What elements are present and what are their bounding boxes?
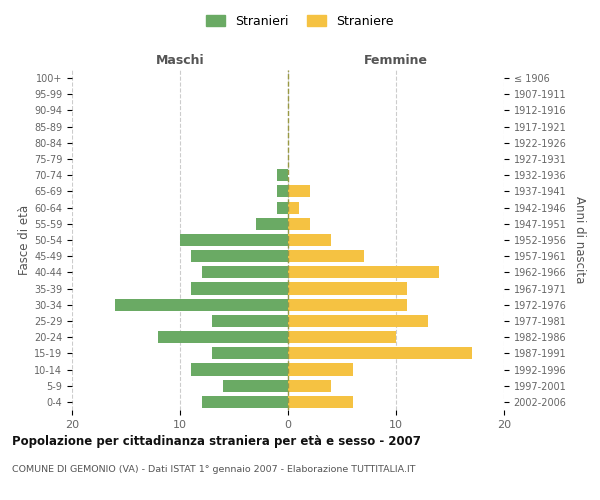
Y-axis label: Anni di nascita: Anni di nascita xyxy=(573,196,586,284)
Bar xyxy=(288,380,331,392)
Bar xyxy=(223,380,288,392)
Bar xyxy=(288,315,428,327)
Bar xyxy=(288,202,299,213)
Text: COMUNE DI GEMONIO (VA) - Dati ISTAT 1° gennaio 2007 - Elaborazione TUTTITALIA.IT: COMUNE DI GEMONIO (VA) - Dati ISTAT 1° g… xyxy=(12,465,415,474)
Bar xyxy=(288,396,353,408)
Bar xyxy=(212,348,288,360)
Bar xyxy=(202,396,288,408)
Bar xyxy=(288,348,472,360)
Text: Maschi: Maschi xyxy=(155,54,205,67)
Bar xyxy=(288,298,407,311)
Bar xyxy=(288,266,439,278)
Bar xyxy=(288,234,331,246)
Bar xyxy=(277,202,288,213)
Bar xyxy=(158,331,288,343)
Text: Popolazione per cittadinanza straniera per età e sesso - 2007: Popolazione per cittadinanza straniera p… xyxy=(12,435,421,448)
Bar xyxy=(212,315,288,327)
Bar xyxy=(288,186,310,198)
Bar xyxy=(191,250,288,262)
Bar xyxy=(288,218,310,230)
Text: Femmine: Femmine xyxy=(364,54,428,67)
Bar xyxy=(277,186,288,198)
Bar xyxy=(191,282,288,294)
Bar xyxy=(191,364,288,376)
Bar xyxy=(288,250,364,262)
Bar xyxy=(277,169,288,181)
Bar xyxy=(180,234,288,246)
Bar xyxy=(202,266,288,278)
Bar xyxy=(288,282,407,294)
Bar xyxy=(288,364,353,376)
Bar xyxy=(288,331,396,343)
Legend: Stranieri, Straniere: Stranieri, Straniere xyxy=(203,11,397,32)
Y-axis label: Fasce di età: Fasce di età xyxy=(18,205,31,275)
Bar xyxy=(115,298,288,311)
Bar xyxy=(256,218,288,230)
